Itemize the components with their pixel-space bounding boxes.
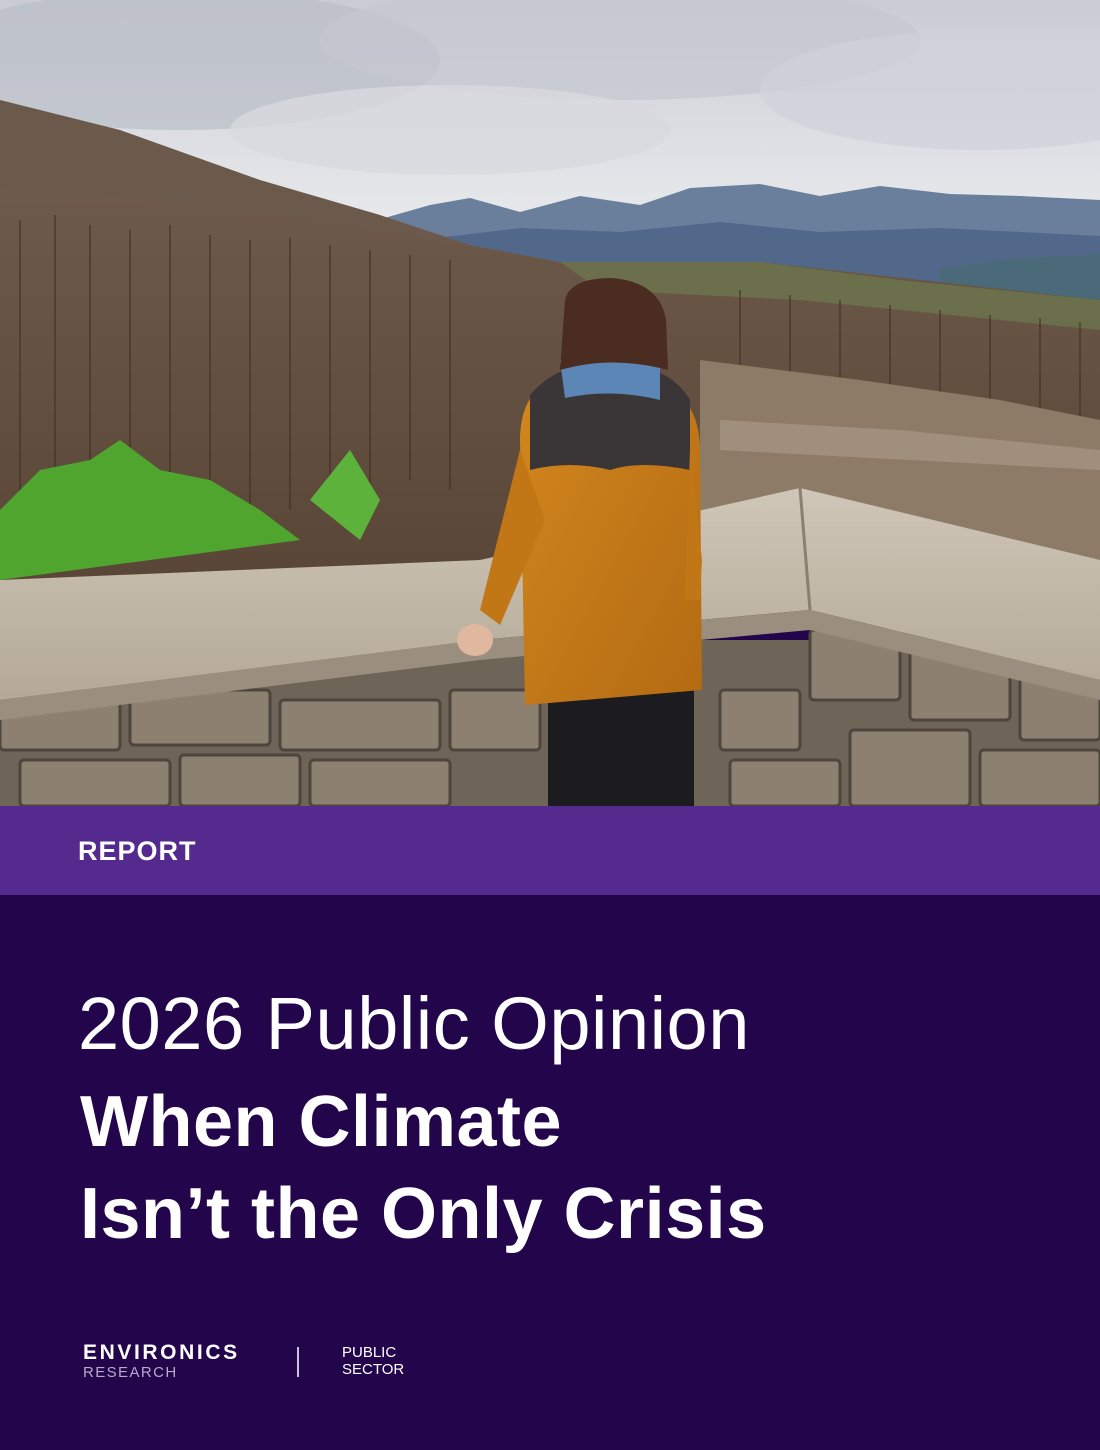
title-panel: 2026 Public Opinion When Climate Isn’t t… [0,895,1100,1450]
report-title-line-1: When Climate [80,1082,563,1162]
footer-divider [297,1347,299,1377]
report-title-line-2: Isn’t the Only Crisis [80,1174,767,1254]
sector-line-1: PUBLIC [342,1344,397,1361]
report-band: REPORT [0,806,1100,895]
report-title-year: 2026 Public Opinion [78,982,750,1065]
report-label: REPORT [78,836,197,866]
public-sector-label: PUBLIC SECTOR [342,1344,404,1378]
person-figure [457,278,702,806]
sector-line-2: SECTOR [342,1361,405,1378]
brand-name: ENVIRONICS [83,1341,240,1364]
environics-logo: ENVIRONICS RESEARCH [83,1342,240,1380]
cover-photo [0,0,1100,806]
brand-subtitle: RESEARCH [83,1364,178,1381]
landscape-photo-icon [0,0,1100,806]
